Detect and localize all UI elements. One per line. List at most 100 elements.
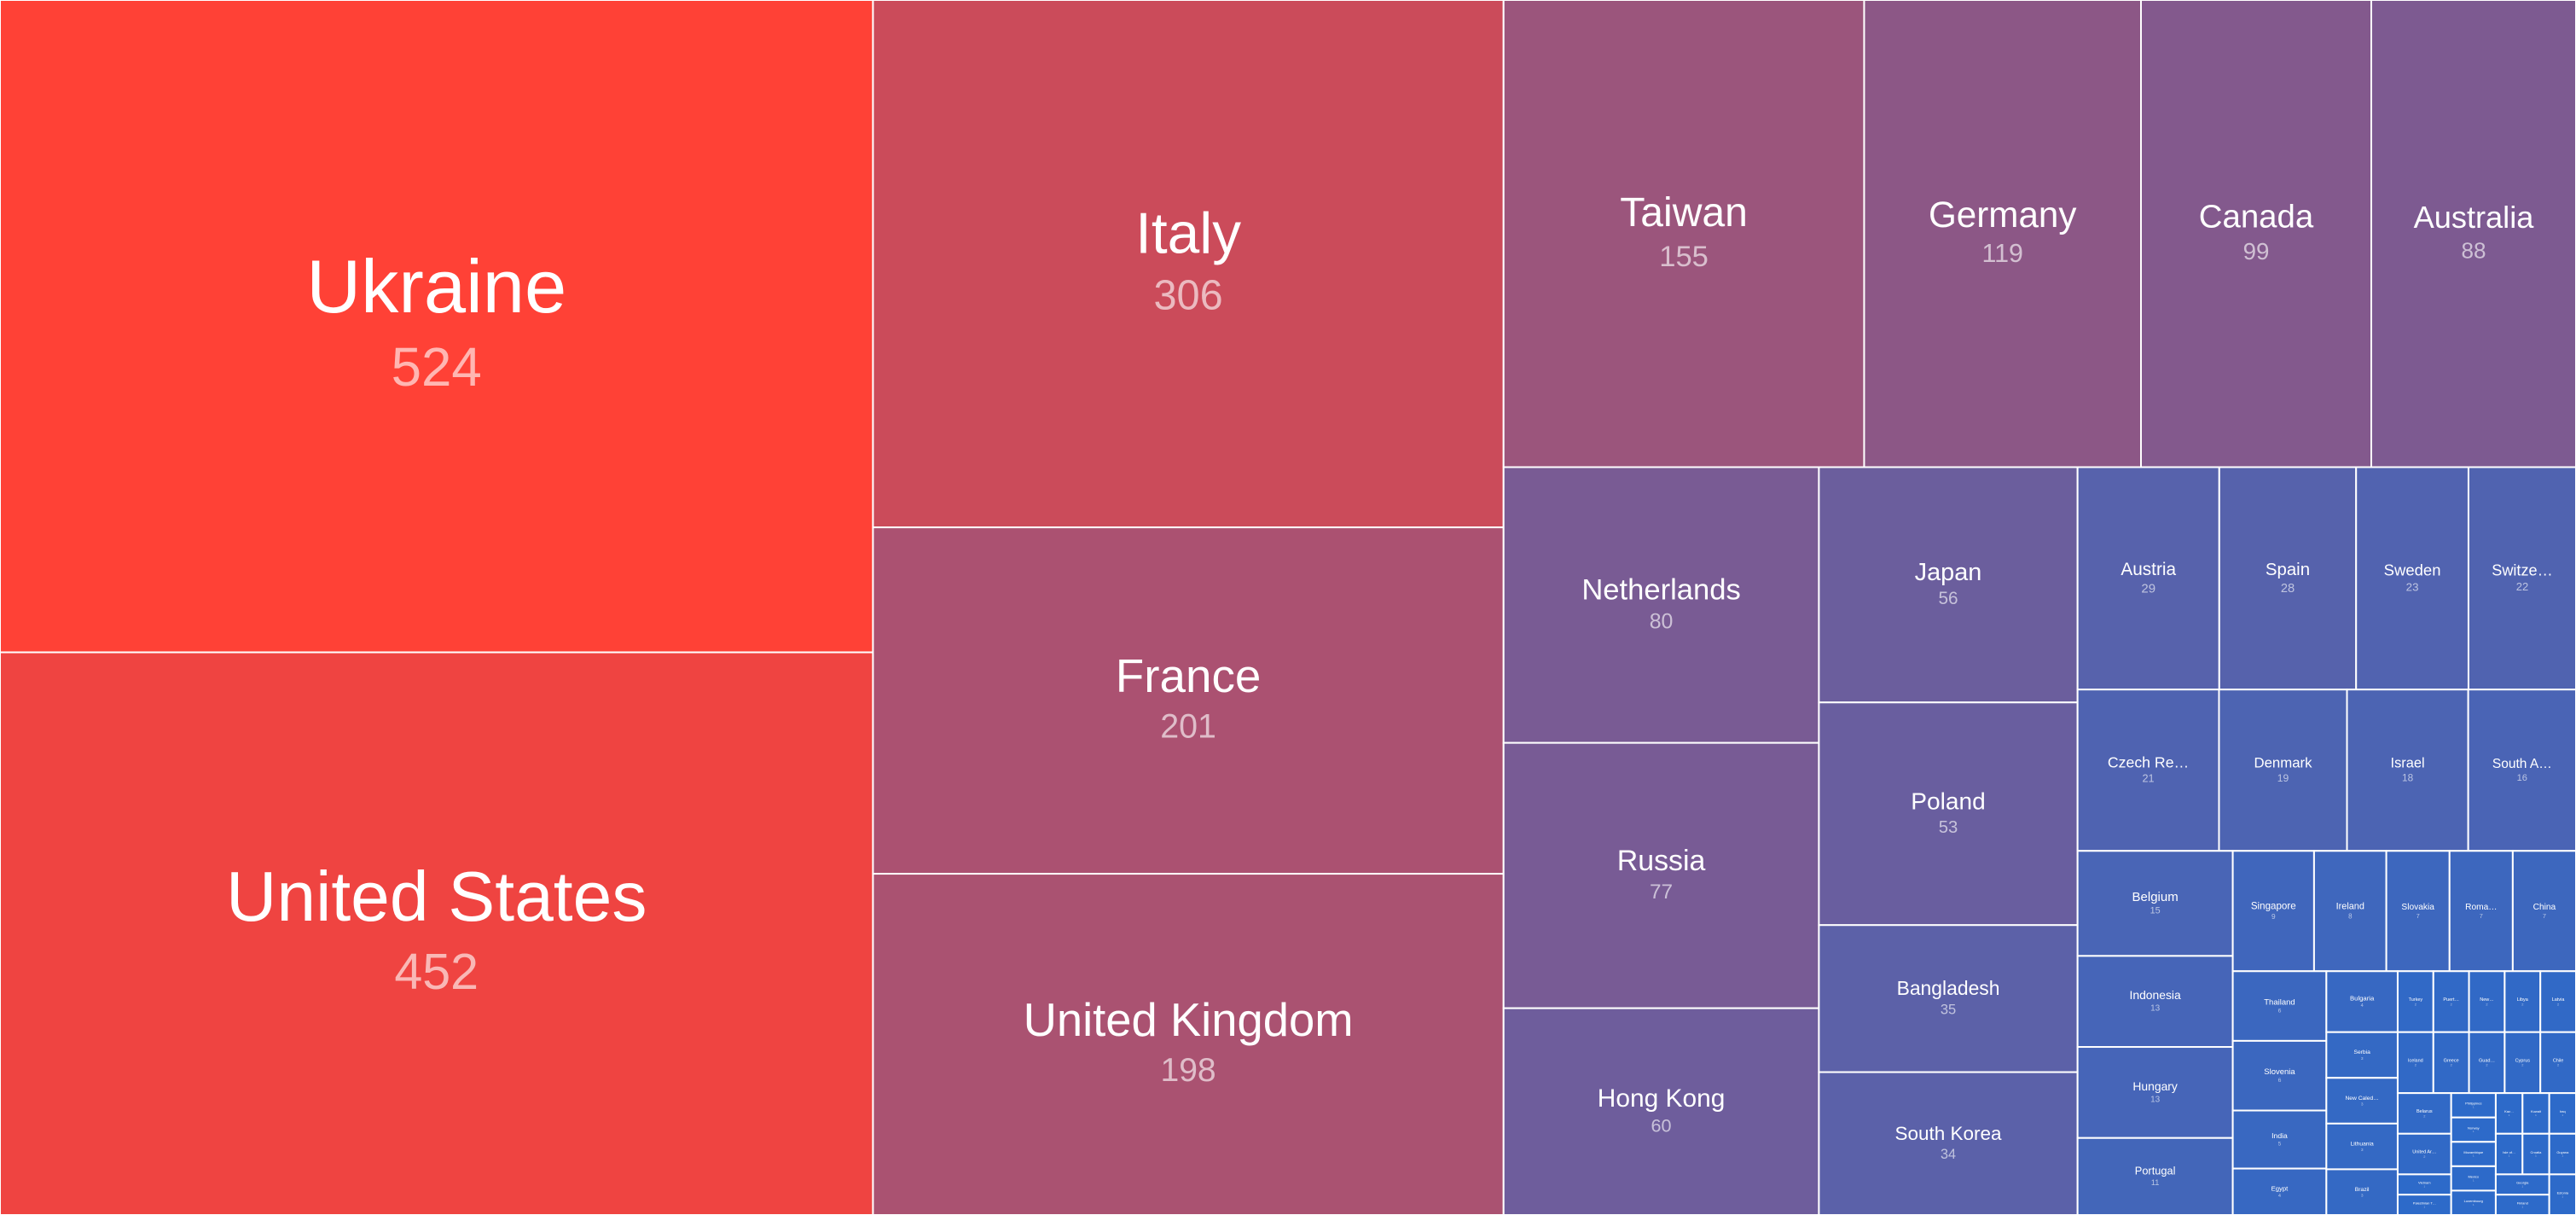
tile-label: Iceland [2408, 1058, 2423, 1063]
tile-label: Hungary [2132, 1079, 2178, 1093]
cell: Palestinian T…1 [2396, 1194, 2452, 1215]
tile [2494, 1132, 2524, 1176]
tile-value: 1 [2424, 1184, 2426, 1188]
tile-value: 1 [2535, 1113, 2537, 1117]
tile [2548, 1173, 2576, 1215]
tile-value: 28 [2281, 582, 2295, 596]
tile-label: Mexico [2468, 1174, 2479, 1178]
tile-label: Australia [2414, 200, 2535, 235]
tile [2432, 1031, 2470, 1095]
tile-label: United Kingdom [1024, 994, 1354, 1046]
tile-value: 1 [2473, 1106, 2474, 1109]
tile-label: Czech Re… [2108, 753, 2189, 770]
tile-value: 21 [2143, 773, 2155, 785]
tile-value: 1 [2521, 1205, 2523, 1208]
tile [2076, 955, 2234, 1049]
cell: Germany 119 [1863, 0, 2142, 468]
tile-label: Canada [2199, 199, 2314, 235]
tile-label: Guad… [2479, 1058, 2495, 1063]
tile-value: 2 [2486, 1063, 2487, 1067]
tile-label: Slovakia [2401, 903, 2434, 912]
tile-value: 452 [394, 943, 479, 1000]
tile-value: 2 [2521, 1063, 2523, 1067]
tile [2325, 1168, 2399, 1215]
tile-label: United Ar… [2412, 1150, 2436, 1155]
tile-label: Netherlands [1581, 574, 1740, 607]
tile-label: Georgia [2516, 1181, 2529, 1185]
tile-value: 19 [2277, 772, 2289, 784]
tile-label: Isle of… [2503, 1150, 2515, 1154]
tile-label: Guyana [2556, 1150, 2569, 1154]
tile-label: Serbia [2353, 1049, 2370, 1055]
tile-value: 13 [2150, 1095, 2161, 1104]
tile [2231, 1109, 2328, 1170]
tile-value: 16 [2517, 773, 2527, 783]
tile-value: 2 [2451, 1063, 2452, 1067]
tile [2385, 850, 2451, 973]
tile-value: 201 [1160, 707, 1216, 745]
tile-label: Spain [2266, 561, 2310, 579]
tile [1502, 0, 1865, 468]
tile-label: Ukraine [306, 244, 566, 328]
tile-value: 1 [2473, 1178, 2474, 1182]
tile-value: 1 [2535, 1154, 2537, 1158]
cell: South A… 16 [2467, 689, 2576, 852]
tile-value: 3 [2361, 1193, 2364, 1198]
tile-value: 1 [2473, 1130, 2474, 1133]
tile-label: South A… [2492, 757, 2552, 771]
tile-value: 9 [2271, 912, 2276, 921]
tile-value: 1 [2562, 1154, 2564, 1158]
cell: Japan 56 [1818, 466, 2079, 704]
tile-value: 1 [2509, 1113, 2510, 1117]
tile [2355, 466, 2469, 691]
tile-label: Philippines [2465, 1102, 2481, 1106]
tile [1502, 1007, 1820, 1215]
tile-label: Germany [1929, 195, 2077, 235]
tile [1863, 0, 2142, 468]
tile-label: Israel [2391, 756, 2425, 771]
tile-label: Chile [2553, 1058, 2564, 1063]
tile-value: 1 [2562, 1195, 2564, 1198]
tile-label: Libya [2517, 997, 2529, 1003]
tile [2548, 1132, 2576, 1176]
cell: Hungary 13 [2076, 1046, 2234, 1139]
cell: United Ar…2 [2396, 1132, 2452, 1176]
tile-value: 2 [2415, 1002, 2416, 1006]
cell: Thailand 6 [2231, 970, 2328, 1042]
tile-value: 1 [2521, 1184, 2523, 1188]
cell: Austria 29 [2076, 466, 2220, 691]
tile-label: Poland [1911, 788, 1985, 815]
tile-value: 53 [1939, 818, 1958, 837]
tile-label: Slovenia [2264, 1067, 2295, 1077]
cell: Russia 77 [1502, 741, 1820, 1009]
cell: New Caled…3 [2325, 1077, 2399, 1125]
tile-value: 2 [2451, 1002, 2452, 1006]
tile [872, 526, 1505, 875]
tile-value: 119 [1981, 239, 2022, 268]
tile-label: Roma… [2465, 903, 2497, 912]
tile-value: 8 [2348, 912, 2353, 920]
cell: Guad…2 [2468, 1031, 2506, 1095]
tile-label: India [2271, 1131, 2288, 1140]
tile [1502, 741, 1820, 1009]
tile-label: Ireland [2336, 902, 2364, 912]
tile-value: 11 [2151, 1178, 2160, 1187]
cell: Sweden 23 [2355, 466, 2469, 691]
tile-label: Russia [1617, 845, 1706, 877]
tile-value: 3 [2361, 1148, 2364, 1153]
cell: Canada 99 [2139, 0, 2372, 468]
tile [2076, 466, 2220, 691]
